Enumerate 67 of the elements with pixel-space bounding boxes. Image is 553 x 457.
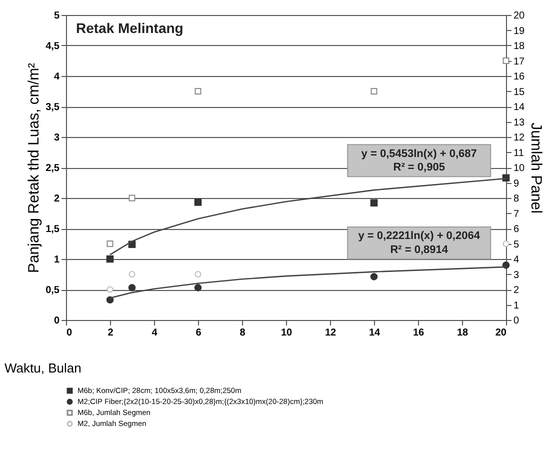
point [194, 198, 202, 206]
y2-tick-label: 14 [514, 102, 526, 113]
y-tick-label: 2,5 [46, 163, 60, 174]
y2-tick-label: 1 [514, 300, 520, 312]
point [370, 88, 378, 94]
point [106, 255, 114, 263]
point [502, 58, 510, 64]
point [106, 240, 114, 247]
y-tick-label: 1,5 [46, 224, 60, 235]
y2-tick-label: 6 [514, 224, 520, 235]
point [194, 88, 202, 94]
y2-tick-label: 20 [514, 10, 526, 22]
y2-tick-label: 17 [514, 56, 526, 68]
y2-tick-label: 11 [514, 148, 524, 159]
point [370, 273, 378, 280]
y2-tick-label: 0 [514, 316, 520, 326]
x-tick-label: 4 [152, 328, 158, 338]
y-tick-label: 1 [54, 254, 60, 266]
point [194, 271, 202, 278]
y2-tick-label: 13 [514, 117, 526, 128]
point [128, 284, 136, 292]
point [502, 174, 510, 182]
y2-tick-label: 3 [514, 270, 520, 281]
y-tick-label: 2 [54, 194, 60, 204]
point [370, 199, 378, 207]
x-tick-label: 12 [324, 328, 336, 338]
y2-tick-label: 5 [514, 239, 520, 250]
y-tick-label: 5 [54, 10, 60, 22]
y2-tick-label: 18 [514, 41, 526, 52]
annotation: y = 0,2221ln(x) + 0,2064 [358, 230, 481, 242]
y2-tick-label: 12 [514, 132, 526, 144]
x-tick-label: 18 [456, 328, 468, 338]
x-tick-label: 16 [412, 328, 424, 338]
y2-tick-label: 16 [514, 72, 526, 82]
y2-tick-label: 8 [514, 194, 520, 204]
y-tick-label: 3 [54, 132, 60, 144]
x-tick-label: 0 [66, 328, 72, 338]
y2-tick-label: 4 [514, 254, 520, 266]
point [194, 284, 202, 292]
annotation: R² = 0,8914 [390, 244, 449, 256]
annotation: R² = 0,905 [393, 162, 445, 174]
y-tick-label: 0 [54, 316, 60, 326]
point [128, 271, 136, 278]
chart-title: Retak Melintang [76, 20, 184, 36]
y2-tick-label: 10 [514, 163, 526, 174]
point [106, 296, 114, 304]
point [106, 286, 114, 293]
x-tick-label: 14 [368, 328, 380, 338]
y2-tick-label: 19 [514, 26, 526, 37]
y2-tick-label: 9 [514, 178, 520, 190]
y-tick-label: 0,5 [46, 285, 60, 296]
point [502, 240, 510, 247]
x-tick-label: 6 [196, 328, 202, 338]
y2-tick-label: 7 [514, 208, 520, 220]
y-tick-label: 4 [54, 72, 60, 82]
x-tick-label: 8 [240, 328, 246, 338]
x-tick-label: 2 [108, 328, 114, 338]
y2-tick-label: 2 [514, 285, 520, 296]
annotation: y = 0,5453ln(x) + 0,687 [361, 148, 477, 160]
y-tick-label: 3,5 [46, 102, 60, 113]
y2-tick-label: 15 [514, 86, 526, 98]
x-tick-label: 10 [280, 328, 292, 338]
y-tick-label: 4,5 [46, 41, 60, 52]
x-axis-title: Waktu, Bulan [4, 360, 82, 376]
x-tick-label: 20 [495, 328, 507, 338]
y-axis-title: Panjang Retak thd Luas, cm/m² [26, 62, 43, 274]
y2-axis-title: Jumlah Panel [528, 122, 545, 214]
